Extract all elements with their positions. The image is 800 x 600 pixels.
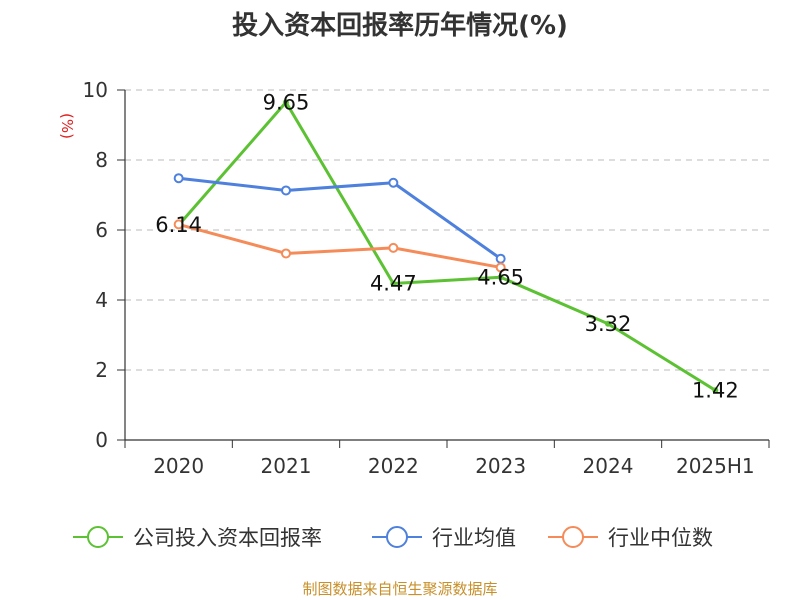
- data-point: [712, 387, 719, 394]
- data-label: 1.42: [692, 378, 739, 402]
- legend-marker: [562, 526, 584, 548]
- data-labels: 6.14 9.65 4.47 4.65 3.32 1.42: [155, 90, 738, 402]
- data-point: [495, 253, 506, 264]
- y-tick-label: 10: [83, 78, 108, 102]
- data-label: 3.32: [585, 312, 632, 336]
- x-tick-label: 2025H1: [676, 454, 755, 478]
- data-label: 9.65: [263, 90, 310, 114]
- series-lines: [173, 99, 719, 394]
- chart-title: 投入资本回报率历年情况(%): [232, 10, 568, 41]
- series-line-1: [178, 176, 502, 260]
- y-axis-unit: (%): [58, 113, 76, 139]
- data-point: [173, 173, 184, 184]
- data-point: [605, 320, 611, 327]
- x-tick-label: 2020: [153, 454, 204, 478]
- x-tick-label: 2024: [583, 454, 634, 478]
- data-point: [283, 99, 289, 106]
- y-tick-label: 0: [95, 428, 108, 452]
- x-tick-label: 2022: [368, 454, 419, 478]
- data-label: 4.47: [370, 272, 417, 296]
- data-point: [281, 185, 291, 196]
- series-line-0: [177, 100, 717, 392]
- legend-marker: [386, 526, 408, 548]
- axes: 0 2 4 6 8 10 2020 2021 2022 2023 2024 2025H1: [83, 78, 770, 478]
- data-point: [388, 242, 399, 253]
- data-point: [388, 177, 399, 188]
- data-point: [390, 280, 397, 287]
- legend-item-2[interactable]: 行业中位数: [548, 526, 713, 550]
- x-tick-label: 2021: [261, 454, 312, 478]
- data-label: 4.65: [477, 265, 524, 289]
- data-point: [173, 219, 184, 230]
- x-tick-label: 2023: [475, 454, 526, 478]
- y-tick-label: 2: [95, 358, 108, 382]
- legend-item-1[interactable]: 行业均值: [372, 526, 516, 550]
- data-point: [495, 262, 506, 273]
- y-tick-label: 4: [95, 288, 108, 312]
- data-point: [497, 274, 504, 281]
- legend-item-0[interactable]: 公司投入资本回报率: [73, 526, 322, 550]
- data-point: [281, 248, 291, 259]
- legend-label: 行业均值: [432, 526, 516, 550]
- legend[interactable]: 公司投入资本回报率 行业均值 行业中位数: [73, 526, 713, 550]
- grid: [125, 89, 769, 371]
- legend-label: 公司投入资本回报率: [133, 526, 322, 550]
- data-label: 6.14: [155, 213, 202, 237]
- legend-marker: [87, 526, 109, 548]
- series-line-2: [178, 222, 501, 269]
- y-tick-label: 8: [95, 148, 108, 172]
- y-tick-label: 6: [95, 218, 108, 242]
- legend-label: 行业中位数: [608, 526, 713, 550]
- source-note: 制图数据来自恒生聚源数据库: [302, 580, 497, 598]
